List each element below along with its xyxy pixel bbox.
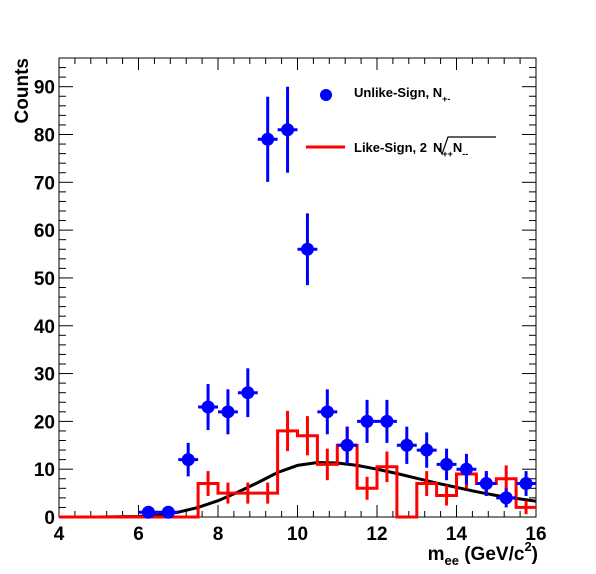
legend-like-sqrt-n1: N [433,140,442,155]
unlike-sign-point [400,438,414,452]
unlike-sign-point [519,477,533,491]
unlike-sign-point [340,438,354,452]
y-tick-label: 10 [34,460,55,481]
x-axis-label: mee (GeV/c2) [428,539,538,568]
x-tick-label: 12 [366,524,387,545]
unlike-sign-point [281,123,295,137]
unlike-sign-point [141,505,155,519]
x-axis-label-unit-close: ) [532,544,538,565]
x-axis-label-main: m [428,544,445,565]
legend-like-sqrt-n2: N [453,140,462,155]
unlike-sign-points-group [138,86,536,519]
x-tick-label: 6 [133,524,144,545]
legend-like-sqrt-sub2: -- [462,149,468,159]
unlike-sign-point [420,443,434,457]
x-tick-label: 16 [525,524,546,545]
unlike-sign-point [360,414,374,428]
unlike-sign-point [440,457,454,471]
y-tick-label: 70 [34,173,55,194]
unlike-sign-point [380,414,394,428]
x-tick-label: 14 [446,524,468,545]
unlike-sign-point [241,386,255,400]
y-tick-label: 0 [44,508,55,529]
unlike-sign-point [261,132,275,146]
y-tick-label: 30 [34,365,55,386]
y-tick-label: 40 [34,317,55,338]
x-tick-label: 10 [287,524,308,545]
unlike-sign-point [161,505,175,519]
x-tick-label: 4 [54,524,65,545]
legend-unlike-sub: +- [442,94,450,104]
unlike-sign-point [459,462,473,476]
legend-unlike-text: Unlike-Sign, N [354,85,442,100]
unlike-sign-point [320,405,334,419]
legend-sqrt-sign [438,136,496,156]
y-tick-label: 90 [34,78,55,99]
y-tick-label: 20 [34,412,55,433]
axes-group: 4 6 8 10 12 14 16 0 10 20 30 40 50 60 70 80 90 [34,57,547,545]
unlike-sign-point [181,453,195,467]
unlike-sign-point [499,491,513,505]
legend-like-label: Like-Sign, 2 N++N-- [354,140,468,159]
legend-like-sqrt-sub1: ++ [442,149,453,159]
legend-unlike-label: Unlike-Sign, N+- [354,85,450,104]
unlike-sign-point [479,477,493,491]
unlike-sign-point [201,400,215,414]
x-axis-label-unit-sup: 2 [524,539,531,554]
x-axis-label-unit-open: (GeV/c [459,544,525,565]
legend: Unlike-Sign, N+- Like-Sign, 2 N++N-- [306,85,496,159]
unlike-sign-point [300,242,314,256]
y-tick-label: 60 [34,221,55,242]
y-axis-label: Counts [12,58,33,123]
plot-frame [58,57,537,518]
legend-like-text: Like-Sign, 2 [354,140,427,155]
x-axis-label-sub: ee [444,553,458,568]
unlike-sign-point [221,405,235,419]
y-tick-label: 80 [34,126,55,147]
legend-unlike-marker [320,89,332,101]
y-tick-label: 50 [34,269,55,290]
x-tick-label: 8 [213,524,224,545]
